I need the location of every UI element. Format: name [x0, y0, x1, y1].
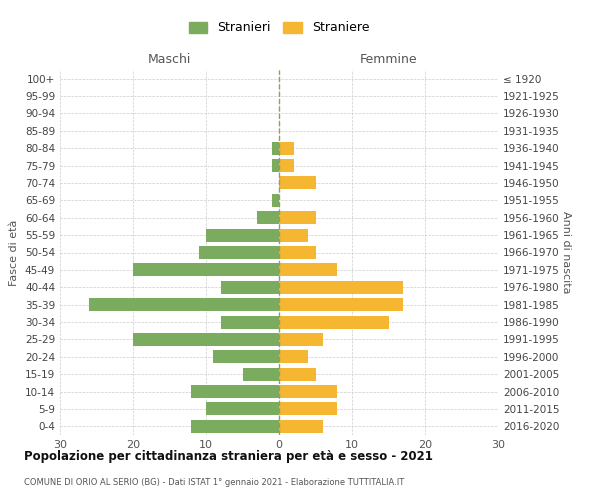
Legend: Stranieri, Straniere: Stranieri, Straniere	[185, 18, 373, 38]
Bar	[199, 246, 279, 259]
Text: Maschi: Maschi	[148, 53, 191, 66]
Text: Femmine: Femmine	[359, 53, 418, 66]
Bar	[279, 159, 293, 172]
Bar	[279, 142, 293, 154]
Bar	[133, 333, 279, 346]
Text: COMUNE DI ORIO AL SERIO (BG) - Dati ISTAT 1° gennaio 2021 - Elaborazione TUTTITA: COMUNE DI ORIO AL SERIO (BG) - Dati ISTA…	[24, 478, 404, 487]
Bar	[191, 385, 279, 398]
Bar	[279, 420, 323, 433]
Y-axis label: Anni di nascita: Anni di nascita	[561, 211, 571, 294]
Bar	[272, 194, 279, 207]
Text: Popolazione per cittadinanza straniera per età e sesso - 2021: Popolazione per cittadinanza straniera p…	[24, 450, 433, 463]
Bar	[279, 246, 316, 259]
Bar	[272, 159, 279, 172]
Bar	[89, 298, 279, 311]
Bar	[206, 228, 279, 241]
Bar	[279, 228, 308, 241]
Bar	[279, 385, 337, 398]
Y-axis label: Fasce di età: Fasce di età	[10, 220, 19, 286]
Bar	[257, 211, 279, 224]
Bar	[279, 298, 403, 311]
Bar	[279, 368, 316, 380]
Bar	[272, 142, 279, 154]
Bar	[133, 264, 279, 276]
Bar	[279, 402, 337, 415]
Bar	[242, 368, 279, 380]
Bar	[279, 264, 337, 276]
Bar	[279, 333, 323, 346]
Bar	[279, 280, 403, 294]
Bar	[214, 350, 279, 364]
Bar	[279, 176, 316, 190]
Bar	[206, 402, 279, 415]
Bar	[221, 316, 279, 328]
Bar	[279, 316, 389, 328]
Bar	[221, 280, 279, 294]
Bar	[191, 420, 279, 433]
Bar	[279, 350, 308, 364]
Bar	[279, 211, 316, 224]
